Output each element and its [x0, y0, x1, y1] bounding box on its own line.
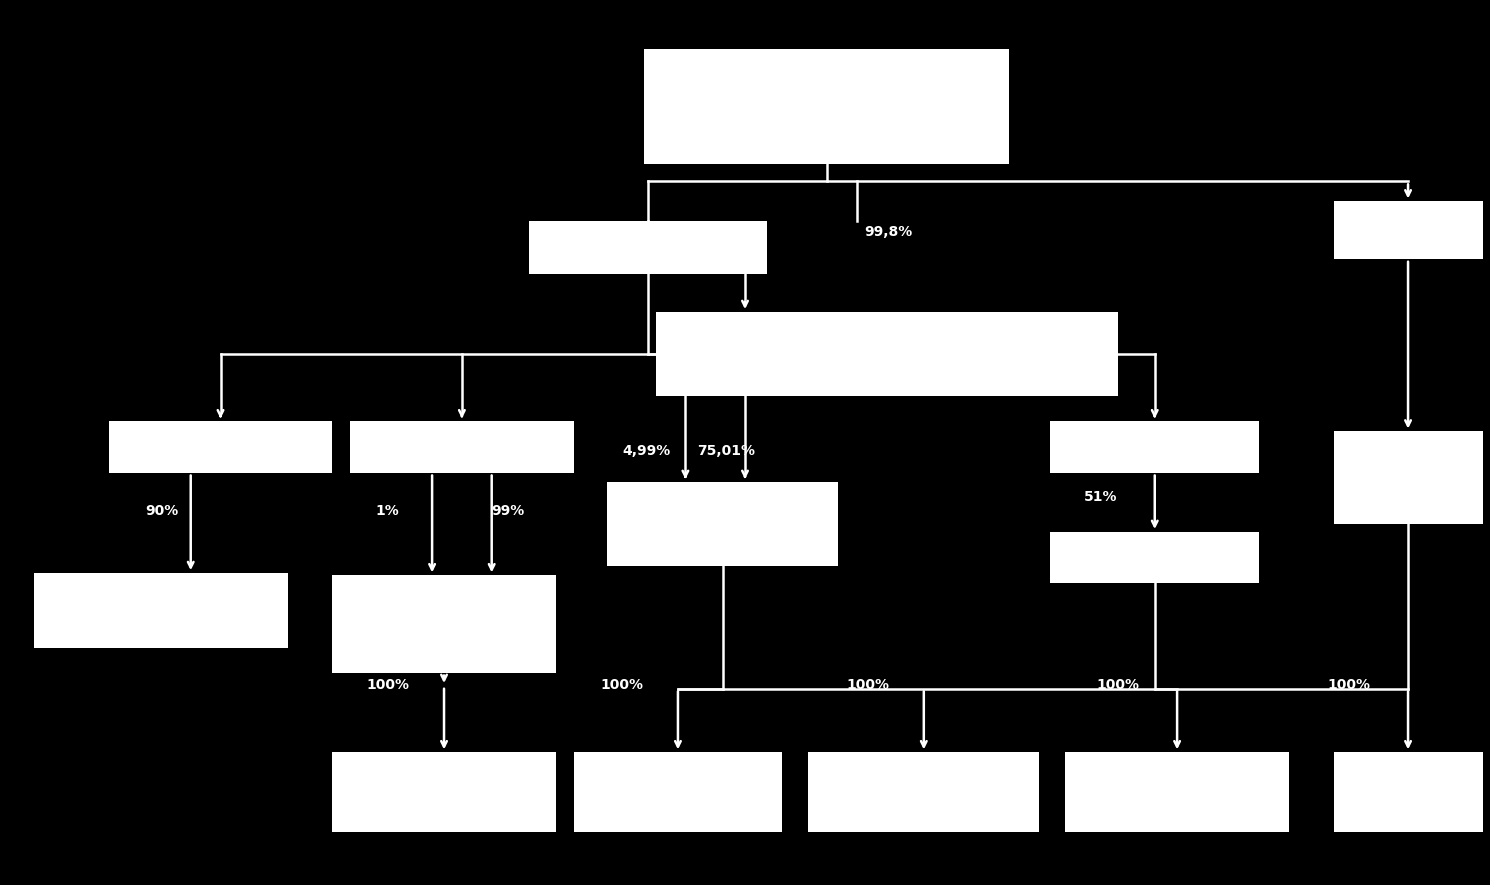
FancyBboxPatch shape [808, 752, 1040, 832]
FancyBboxPatch shape [529, 221, 767, 274]
FancyBboxPatch shape [1334, 201, 1483, 258]
FancyBboxPatch shape [574, 752, 782, 832]
FancyBboxPatch shape [1050, 421, 1259, 473]
FancyBboxPatch shape [1065, 752, 1289, 832]
FancyBboxPatch shape [350, 421, 574, 473]
FancyBboxPatch shape [332, 575, 556, 673]
Text: 100%: 100% [846, 678, 890, 692]
FancyBboxPatch shape [656, 312, 1118, 396]
FancyBboxPatch shape [1334, 431, 1483, 524]
Text: 99%: 99% [492, 504, 524, 518]
Text: 100%: 100% [1328, 678, 1371, 692]
Text: 90%: 90% [146, 504, 179, 518]
Text: 100%: 100% [600, 678, 644, 692]
Text: 4,99%: 4,99% [623, 444, 670, 458]
Text: 51%: 51% [1085, 490, 1118, 504]
Text: 100%: 100% [1097, 678, 1140, 692]
Text: 1%: 1% [375, 504, 399, 518]
FancyBboxPatch shape [1334, 752, 1483, 832]
FancyBboxPatch shape [608, 481, 837, 566]
FancyBboxPatch shape [644, 49, 1010, 164]
Text: 99,6%: 99,6% [1353, 225, 1401, 239]
FancyBboxPatch shape [34, 573, 288, 648]
FancyBboxPatch shape [332, 752, 556, 832]
FancyBboxPatch shape [109, 421, 332, 473]
Text: 75,01%: 75,01% [697, 444, 755, 458]
Text: 99,8%: 99,8% [864, 225, 912, 239]
FancyBboxPatch shape [1050, 532, 1259, 583]
Text: 100%: 100% [367, 678, 410, 692]
